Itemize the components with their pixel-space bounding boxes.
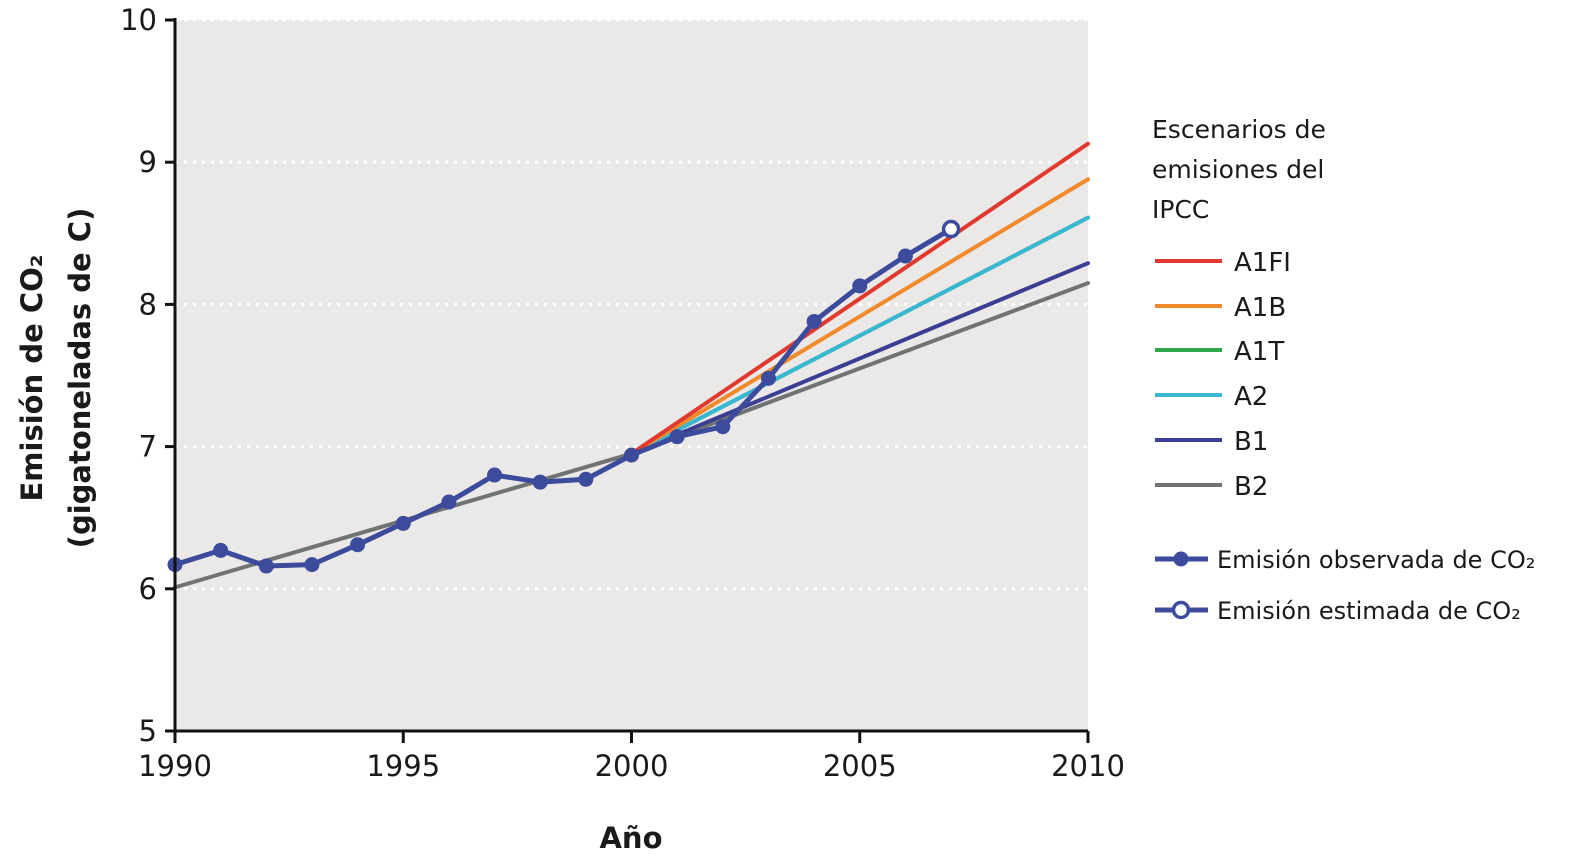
y-axis-title-units: (gigatoneladas de C)	[63, 208, 97, 549]
y-tick-label: 8	[139, 287, 157, 321]
x-tick-label: 2000	[595, 749, 669, 783]
observed-point	[258, 558, 274, 574]
legend-label-a1t: A1T	[1234, 337, 1284, 367]
observed-point	[532, 474, 548, 490]
y-tick-label: 10	[120, 3, 157, 37]
legend: Escenarios de emisiones del IPCC A1FI A1B…	[1152, 115, 1535, 625]
observed-point	[806, 313, 822, 329]
legend-label-a1b: A1B	[1234, 293, 1286, 323]
y-tick-label: 9	[139, 145, 157, 179]
observed-point	[395, 515, 411, 531]
series-line-a2	[629, 215, 1090, 456]
legend-label-estimated: Emisión estimada de CO₂	[1217, 597, 1521, 625]
observed-point	[852, 278, 868, 294]
observed-series	[167, 219, 961, 574]
observed-point	[897, 248, 913, 264]
legend-label-a2: A2	[1234, 382, 1268, 412]
observed-point	[624, 447, 639, 463]
plot-background	[175, 20, 1088, 731]
legend-title-line-1: Escenarios de	[1152, 115, 1326, 144]
y-tick-label: 5	[139, 714, 157, 748]
observed-point	[760, 370, 776, 386]
series-line-a1fi	[629, 141, 1090, 456]
observed-point	[350, 537, 366, 553]
x-tick-label: 1995	[366, 749, 440, 783]
series-line-observed	[172, 226, 954, 569]
legend-swatch-observed-point	[1173, 551, 1189, 567]
observed-point	[715, 419, 731, 435]
legend-title-line-2: emisiones del	[1152, 155, 1324, 184]
legend-label-b1: B1	[1234, 427, 1268, 457]
x-tick-label: 2010	[1051, 749, 1125, 783]
observed-point	[441, 494, 457, 510]
series-line-a1b	[629, 177, 1090, 456]
y-axis-title: Emisión de CO₂	[15, 255, 49, 502]
x-axis-title: Año	[599, 821, 662, 855]
observed-point	[487, 467, 503, 483]
legend-label-a1fi: A1FI	[1234, 248, 1291, 278]
y-ticks: 5 6 7 8 9 10	[120, 3, 175, 748]
legend-swatch-estimated-point	[1171, 600, 1191, 620]
legend-label-b2: B2	[1234, 472, 1268, 502]
series-line-b1	[629, 261, 1090, 456]
estimated-point	[941, 219, 961, 239]
x-ticks: 1990 1995 2000 2005 2010	[138, 731, 1125, 783]
x-tick-label: 1990	[138, 749, 212, 783]
legend-title-line-3: IPCC	[1152, 195, 1209, 224]
y-tick-label: 7	[139, 430, 157, 464]
y-tick-label: 6	[139, 572, 157, 606]
observed-point	[669, 429, 685, 445]
legend-label-observed: Emisión observada de CO₂	[1217, 546, 1535, 574]
observed-point	[213, 542, 229, 558]
x-tick-label: 2005	[823, 749, 897, 783]
observed-point	[578, 471, 594, 487]
observed-point	[304, 557, 320, 573]
